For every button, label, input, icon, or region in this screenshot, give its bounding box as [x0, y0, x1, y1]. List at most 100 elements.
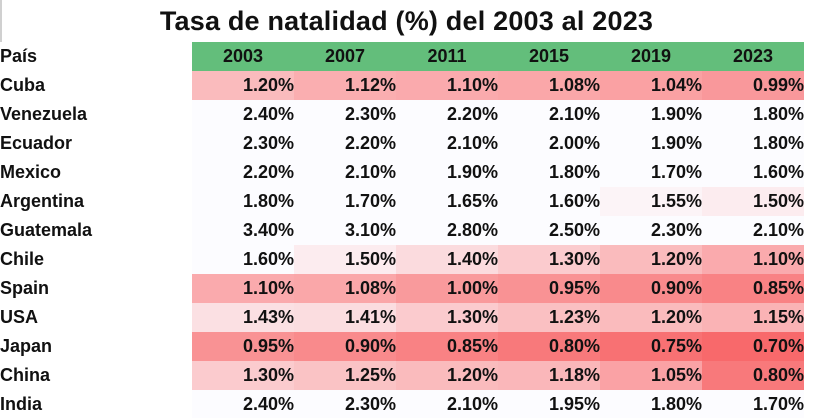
table-row: China 1.30% 1.25% 1.20% 1.18% 1.05% 0.80%	[0, 361, 804, 390]
heatmap-cell: 1.50%	[294, 245, 396, 274]
table-row: Argentina 1.80% 1.70% 1.65% 1.60% 1.55% 1.50%	[0, 187, 804, 216]
heatmap-cell: 1.70%	[600, 158, 702, 187]
table-row: India 2.40% 2.30% 2.10% 1.95% 1.80% 1.70%	[0, 390, 804, 418]
heatmap-cell: 1.90%	[600, 129, 702, 158]
country-label: Chile	[0, 245, 192, 274]
heatmap-cell: 1.55%	[600, 187, 702, 216]
heatmap-cell: 1.70%	[702, 390, 804, 418]
heatmap-cell: 2.30%	[294, 100, 396, 129]
table-row: Chile 1.60% 1.50% 1.40% 1.30% 1.20% 1.10%	[0, 245, 804, 274]
heatmap-cell: 1.80%	[600, 390, 702, 418]
heatmap-cell: 1.10%	[702, 245, 804, 274]
heatmap-cell: 1.10%	[396, 71, 498, 100]
heatmap-cell: 1.30%	[396, 303, 498, 332]
heatmap-cell: 1.95%	[498, 390, 600, 418]
heatmap-cell: 1.70%	[294, 187, 396, 216]
country-label: Cuba	[0, 71, 192, 100]
heatmap-cell: 1.50%	[702, 187, 804, 216]
heatmap-cell: 1.41%	[294, 303, 396, 332]
heatmap-cell: 2.40%	[192, 390, 294, 418]
country-label: Guatemala	[0, 216, 192, 245]
country-label: India	[0, 390, 192, 418]
heatmap-cell: 0.99%	[702, 71, 804, 100]
heatmap-cell: 0.95%	[498, 274, 600, 303]
heatmap-cell: 2.10%	[498, 100, 600, 129]
heatmap-cell: 1.08%	[294, 274, 396, 303]
heatmap-cell: 1.30%	[192, 361, 294, 390]
heatmap-cell: 2.80%	[396, 216, 498, 245]
heatmap-cell: 2.50%	[498, 216, 600, 245]
heatmap-cell: 1.40%	[396, 245, 498, 274]
country-label: Argentina	[0, 187, 192, 216]
heatmap-cell: 1.25%	[294, 361, 396, 390]
heatmap-cell: 0.85%	[702, 274, 804, 303]
heatmap-cell: 1.08%	[498, 71, 600, 100]
table-row: Guatemala 3.40% 3.10% 2.80% 2.50% 2.30% 2.10%	[0, 216, 804, 245]
heatmap-cell: 2.10%	[294, 158, 396, 187]
table-row: Japan 0.95% 0.90% 0.85% 0.80% 0.75% 0.70%	[0, 332, 804, 361]
heatmap-cell: 1.90%	[600, 100, 702, 129]
heatmap-cell: 1.65%	[396, 187, 498, 216]
country-label: Mexico	[0, 158, 192, 187]
heatmap-cell: 1.60%	[192, 245, 294, 274]
heatmap-cell: 1.20%	[600, 303, 702, 332]
heatmap-cell: 1.80%	[498, 158, 600, 187]
heatmap-cell: 1.18%	[498, 361, 600, 390]
country-label: China	[0, 361, 192, 390]
heatmap-cell: 1.80%	[192, 187, 294, 216]
heatmap-cell: 1.80%	[702, 100, 804, 129]
heatmap-cell: 1.15%	[702, 303, 804, 332]
year-header-2003: 2003	[192, 42, 294, 71]
heatmap-cell: 3.40%	[192, 216, 294, 245]
heatmap-cell: 1.12%	[294, 71, 396, 100]
heatmap-cell: 2.20%	[294, 129, 396, 158]
heatmap-cell: 0.90%	[600, 274, 702, 303]
heatmap-cell: 2.10%	[396, 390, 498, 418]
heatmap-cell: 2.30%	[192, 129, 294, 158]
heatmap-cell: 3.10%	[294, 216, 396, 245]
heatmap-cell: 0.90%	[294, 332, 396, 361]
year-header-2007: 2007	[294, 42, 396, 71]
table-row: USA 1.43% 1.41% 1.30% 1.23% 1.20% 1.15%	[0, 303, 804, 332]
heatmap-cell: 2.10%	[702, 216, 804, 245]
heatmap-cell: 1.43%	[192, 303, 294, 332]
heatmap-cell: 2.00%	[498, 129, 600, 158]
heatmap-cell: 2.30%	[294, 390, 396, 418]
header-row: País 2003 2007 2011 2015 2019 2023	[0, 42, 804, 71]
table-row: Ecuador 2.30% 2.20% 2.10% 2.00% 1.90% 1.80%	[0, 129, 804, 158]
heatmap-cell: 1.20%	[192, 71, 294, 100]
year-header-2019: 2019	[600, 42, 702, 71]
heatmap-cell: 2.10%	[396, 129, 498, 158]
heatmap-cell: 1.60%	[702, 158, 804, 187]
year-header-2023: 2023	[702, 42, 804, 71]
year-header-2015: 2015	[498, 42, 600, 71]
heatmap-cell: 1.20%	[396, 361, 498, 390]
heatmap-cell: 0.80%	[702, 361, 804, 390]
heatmap-cell: 1.05%	[600, 361, 702, 390]
heatmap-cell: 1.00%	[396, 274, 498, 303]
chart-title: Tasa de natalidad (%) del 2003 al 2023	[159, 6, 654, 36]
heatmap-cell: 1.04%	[600, 71, 702, 100]
country-column-header: País	[0, 42, 192, 71]
country-label: Spain	[0, 274, 192, 303]
heatmap-cell: 1.60%	[498, 187, 600, 216]
heatmap-cell: 0.95%	[192, 332, 294, 361]
heatmap-cell: 2.20%	[192, 158, 294, 187]
country-label: Ecuador	[0, 129, 192, 158]
heatmap-cell: 2.40%	[192, 100, 294, 129]
heatmap-cell: 1.80%	[702, 129, 804, 158]
heatmap-cell: 1.90%	[396, 158, 498, 187]
heatmap-body: Cuba 1.20% 1.12% 1.10% 1.08% 1.04% 0.99% Venezu…	[0, 71, 804, 418]
heatmap-cell: 2.20%	[396, 100, 498, 129]
heatmap-cell: 1.20%	[600, 245, 702, 274]
heatmap-cell: 0.85%	[396, 332, 498, 361]
heatmap-cell: 2.30%	[600, 216, 702, 245]
country-label: Venezuela	[0, 100, 192, 129]
heatmap-cell: 0.80%	[498, 332, 600, 361]
heatmap-cell: 1.23%	[498, 303, 600, 332]
table-row: Cuba 1.20% 1.12% 1.10% 1.08% 1.04% 0.99%	[0, 71, 804, 100]
table-row: Venezuela 2.40% 2.30% 2.20% 2.10% 1.90% 1.80%	[0, 100, 804, 129]
heatmap-table: País 2003 2007 2011 2015 2019 2023 Cuba 1…	[0, 42, 804, 418]
year-header-2011: 2011	[396, 42, 498, 71]
